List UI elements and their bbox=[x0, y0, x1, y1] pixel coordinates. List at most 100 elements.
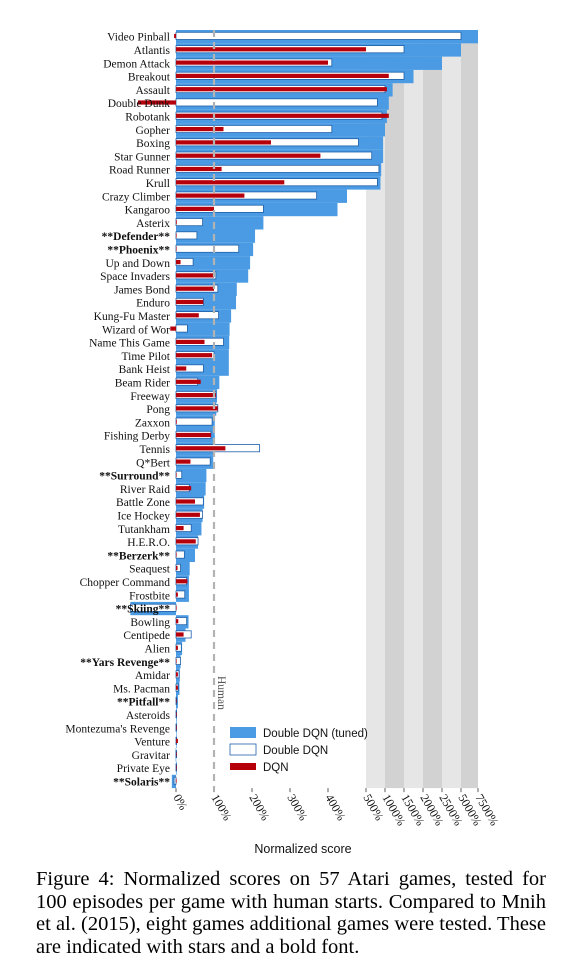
game-label: Atlantis bbox=[134, 45, 171, 57]
bar-dqn bbox=[176, 565, 178, 571]
bar-dqn bbox=[176, 472, 177, 477]
legend-label: Double DQN bbox=[263, 745, 328, 757]
game-label: Asterix bbox=[136, 218, 170, 230]
bar-dqn bbox=[176, 379, 201, 384]
game-label: **Skiing** bbox=[116, 604, 171, 616]
game-label: Gopher bbox=[136, 125, 171, 137]
x-axis-ticks: 0% 100% 200% 300% 400% 500%1000%1500%2000%250… bbox=[170, 788, 502, 828]
tick-label: 0% bbox=[170, 792, 190, 813]
bar-dqn bbox=[176, 659, 177, 664]
bar-dqn bbox=[176, 113, 389, 118]
game-label: Kung-Fu Master bbox=[94, 311, 171, 323]
bar-dqn bbox=[176, 246, 177, 251]
game-label: Tennis bbox=[140, 444, 171, 456]
tick-label: 300% bbox=[284, 792, 310, 823]
bar-dqn bbox=[176, 672, 178, 677]
game-label: **Phoenix** bbox=[107, 244, 170, 256]
bar-dqn bbox=[176, 286, 214, 291]
bar-dqn bbox=[176, 446, 226, 451]
bar-ddqn bbox=[173, 776, 177, 785]
bar-ddqn bbox=[175, 231, 198, 240]
game-label: **Pitfall** bbox=[117, 697, 170, 709]
bar-dqn bbox=[176, 406, 218, 411]
game-label: **Yars Revenge** bbox=[80, 657, 170, 669]
bar-dqn bbox=[176, 579, 188, 584]
bar-dqn bbox=[176, 206, 214, 211]
legend-swatch bbox=[230, 727, 256, 738]
game-label: Chopper Command bbox=[80, 577, 171, 589]
game-label: **Defender** bbox=[102, 231, 171, 243]
score-band bbox=[423, 30, 442, 789]
human-reference: Human bbox=[212, 30, 227, 789]
game-label: Up and Down bbox=[105, 258, 170, 270]
score-band bbox=[366, 30, 385, 789]
game-label: Battle Zone bbox=[116, 497, 170, 509]
bar-dqn bbox=[176, 87, 387, 92]
legend-swatch bbox=[230, 763, 256, 770]
bar-dqn bbox=[176, 738, 178, 743]
bar-dqn bbox=[176, 752, 177, 757]
game-label: Fishing Derby bbox=[104, 431, 170, 443]
bar-tuned bbox=[176, 322, 230, 336]
game-label: Amidar bbox=[135, 670, 170, 682]
bar-dqn bbox=[176, 432, 211, 438]
bar-dqn bbox=[176, 73, 389, 78]
bar-ddqn bbox=[175, 218, 204, 227]
bar-ddqn bbox=[175, 657, 181, 666]
game-label: Centipede bbox=[123, 630, 170, 642]
game-label: Boxing bbox=[136, 138, 170, 150]
game-label: Pong bbox=[146, 404, 170, 416]
game-label: **Berzerk** bbox=[107, 550, 170, 562]
game-label: Gravitar bbox=[132, 750, 170, 762]
score-bands bbox=[366, 30, 478, 789]
bar-dqn bbox=[176, 725, 177, 730]
game-label: Venture bbox=[134, 737, 170, 749]
bar-dqn bbox=[176, 645, 178, 650]
game-label: Crazy Climber bbox=[102, 191, 170, 203]
bar-dqn bbox=[176, 499, 195, 504]
game-label: Time Pilot bbox=[122, 351, 171, 363]
game-label: Krull bbox=[146, 178, 170, 190]
bar-ddqn bbox=[175, 98, 378, 107]
game-label: Ms. Pacman bbox=[113, 683, 170, 695]
game-label: Space Invaders bbox=[100, 271, 170, 283]
game-label: **Solaris** bbox=[113, 776, 170, 788]
x-axis-title: Normalized score bbox=[254, 842, 351, 856]
bar-dqn bbox=[176, 419, 177, 424]
bar-dqn bbox=[176, 127, 224, 132]
legend-swatch bbox=[229, 743, 257, 756]
game-label: Breakout bbox=[128, 72, 171, 84]
game-label: Freeway bbox=[130, 391, 170, 403]
bar-dqn bbox=[174, 33, 176, 39]
game-label: James Bond bbox=[114, 284, 170, 296]
game-label: H.E.R.O. bbox=[127, 537, 170, 549]
bar-dqn bbox=[176, 47, 366, 52]
bar-dqn bbox=[176, 685, 178, 690]
bar-ddqn bbox=[175, 31, 462, 40]
bar-dqn bbox=[170, 326, 176, 331]
tick-label: 100% bbox=[208, 792, 234, 823]
game-label: Frostbite bbox=[129, 590, 170, 602]
game-label: River Raid bbox=[120, 484, 170, 496]
game-label: Name This Game bbox=[89, 338, 170, 350]
bar-dqn bbox=[176, 153, 321, 158]
game-label: Robotank bbox=[125, 111, 170, 123]
bar-dqn bbox=[176, 60, 328, 65]
bar-ddqn bbox=[175, 417, 213, 426]
bar-ddqn bbox=[175, 244, 240, 253]
bar-dqn bbox=[176, 339, 205, 344]
bar-ddqn bbox=[175, 324, 188, 333]
legend-label: DQN bbox=[263, 762, 289, 774]
bar-dqn bbox=[176, 459, 191, 464]
game-label: Road Runner bbox=[109, 165, 170, 177]
bar-dqn bbox=[176, 299, 204, 305]
game-label: Ice Hockey bbox=[117, 510, 170, 522]
score-band bbox=[385, 30, 404, 789]
bar-dqn bbox=[176, 273, 214, 278]
bar-dqn bbox=[176, 486, 192, 491]
game-label: Private Eye bbox=[117, 763, 170, 775]
bar-dqn bbox=[176, 698, 177, 704]
bar-dqn bbox=[176, 712, 177, 717]
bar-dqn bbox=[176, 539, 196, 544]
